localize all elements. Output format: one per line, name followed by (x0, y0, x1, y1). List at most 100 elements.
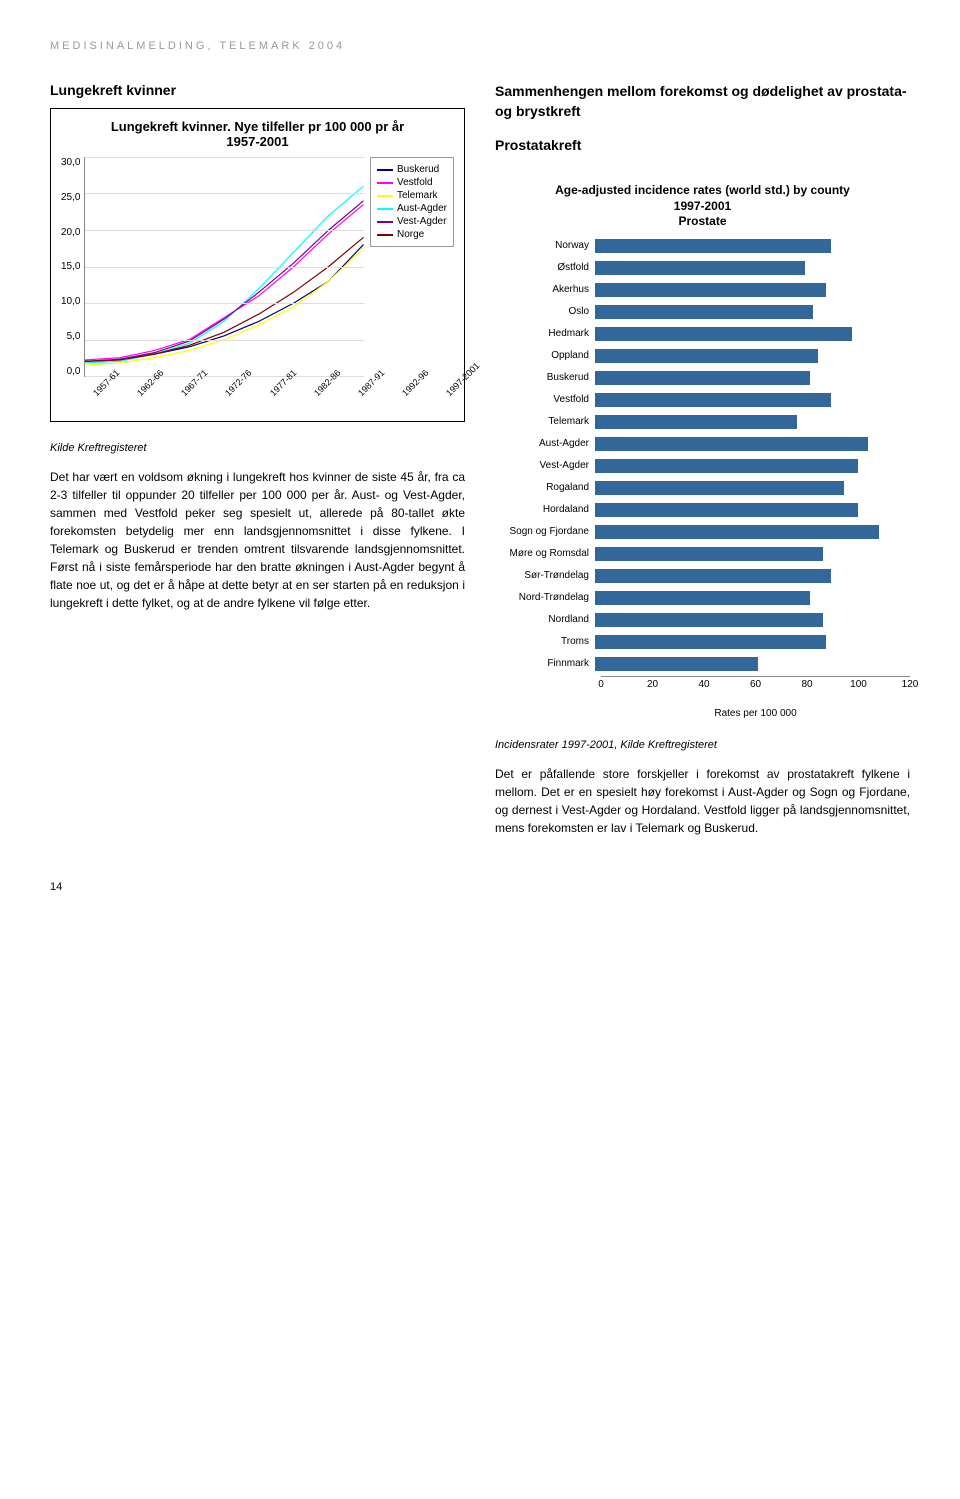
bar-track (595, 393, 910, 407)
bar-label: Vestfold (495, 394, 595, 405)
bar-fill (595, 503, 858, 517)
bar-x-tick: 20 (647, 679, 658, 690)
bar-fill (595, 349, 818, 363)
bar-fill (595, 371, 810, 385)
bar-label: Sogn og Fjordane (495, 526, 595, 537)
bar-fill (595, 635, 826, 649)
bar-chart-x-label: Rates per 100 000 (601, 708, 910, 719)
bar-label: Nordland (495, 614, 595, 625)
bar-row: Vestfold (495, 390, 910, 410)
legend-swatch (377, 169, 393, 171)
line-chart-title-2: 1957-2001 (226, 134, 288, 149)
line-chart-x-axis: 1957-611962-661967-711972-761977-811982-… (91, 379, 454, 407)
bar-label: Oslo (495, 306, 595, 317)
bar-row: Oslo (495, 302, 910, 322)
bar-label: Rogaland (495, 482, 595, 493)
legend-swatch (377, 195, 393, 197)
legend-label: Norge (397, 229, 424, 240)
bar-fill (595, 393, 831, 407)
bar-fill (595, 547, 823, 561)
bar-row: Norway (495, 236, 910, 256)
bar-x-tick: 0 (598, 679, 604, 690)
line-chart-plot-area (84, 157, 364, 377)
left-source: Kilde Kreftregisteret (50, 442, 465, 454)
bar-row: Sør-Trøndelag (495, 566, 910, 586)
series-vestfold (85, 204, 364, 359)
bar-label: Vest-Agder (495, 460, 595, 471)
bar-row: Vest-Agder (495, 456, 910, 476)
bar-chart-title-2: 1997-2001 (674, 199, 731, 213)
bar-row: Sogn og Fjordane (495, 522, 910, 542)
bar-track (595, 547, 910, 561)
y-tick: 30,0 (61, 157, 80, 168)
bar-fill (595, 261, 805, 275)
bar-row: Nord-Trøndelag (495, 588, 910, 608)
bar-track (595, 569, 910, 583)
bar-chart-title-3: Prostate (678, 214, 726, 228)
bar-label: Hordaland (495, 504, 595, 515)
bar-label: Akerhus (495, 284, 595, 295)
bar-row: Oppland (495, 346, 910, 366)
bar-fill (595, 525, 879, 539)
bar-track (595, 635, 910, 649)
bar-row: Aust-Agder (495, 434, 910, 454)
bar-track (595, 437, 910, 451)
bar-fill (595, 591, 810, 605)
legend-item: Vest-Agder (377, 216, 447, 227)
bar-track (595, 327, 910, 341)
bar-label: Buskerud (495, 372, 595, 383)
bar-label: Troms (495, 636, 595, 647)
bar-row: Møre og Romsdal (495, 544, 910, 564)
y-tick: 10,0 (61, 296, 80, 307)
bar-chart-title: Age-adjusted incidence rates (world std.… (495, 183, 910, 230)
bar-label: Oppland (495, 350, 595, 361)
bar-track (595, 657, 910, 671)
line-chart-legend: Buskerud Vestfold Telemark Aust-Agder Vest-A… (370, 157, 454, 247)
legend-swatch (377, 208, 393, 210)
bar-fill (595, 327, 852, 341)
line-chart-box: Lungekreft kvinner. Nye tilfeller pr 100… (50, 108, 465, 422)
bar-row: Finnmark (495, 654, 910, 674)
bar-track (595, 239, 910, 253)
right-section-title: Sammenhengen mellom forekomst og dødelig… (495, 82, 910, 121)
bar-label: Hedmark (495, 328, 595, 339)
bar-fill (595, 613, 823, 627)
line-chart-title: Lungekreft kvinner. Nye tilfeller pr 100… (61, 119, 454, 149)
bar-label: Møre og Romsdal (495, 548, 595, 559)
bar-label: Finnmark (495, 658, 595, 669)
bar-fill (595, 437, 868, 451)
bar-row: Troms (495, 632, 910, 652)
bar-fill (595, 305, 813, 319)
bar-fill (595, 283, 826, 297)
legend-item: Vestfold (377, 177, 447, 188)
bar-row: Hedmark (495, 324, 910, 344)
bar-label: Nord-Trøndelag (495, 592, 595, 603)
bar-track (595, 283, 910, 297)
legend-item: Aust-Agder (377, 203, 447, 214)
bar-x-tick: 80 (801, 679, 812, 690)
bar-row: Østfold (495, 258, 910, 278)
y-tick: 15,0 (61, 261, 80, 272)
bar-track (595, 371, 910, 385)
legend-swatch (377, 221, 393, 223)
bar-x-tick: 120 (902, 679, 919, 690)
bar-track (595, 305, 910, 319)
page-number: 14 (50, 881, 910, 893)
bar-track (595, 459, 910, 473)
bar-row: Hordaland (495, 500, 910, 520)
bar-x-tick: 40 (698, 679, 709, 690)
bar-track (595, 481, 910, 495)
line-chart-y-axis: 30,025,020,015,010,05,00,0 (61, 157, 84, 377)
legend-label: Telemark (397, 190, 438, 201)
bar-chart-area: NorwayØstfold Akerhus Oslo Hedmark Oppland Bu… (495, 236, 910, 674)
bar-fill (595, 239, 831, 253)
left-section-title: Lungekreft kvinner (50, 82, 465, 98)
legend-swatch (377, 182, 393, 184)
bar-row: Buskerud (495, 368, 910, 388)
legend-swatch (377, 234, 393, 236)
legend-label: Aust-Agder (397, 203, 447, 214)
legend-item: Buskerud (377, 164, 447, 175)
bar-track (595, 503, 910, 517)
bar-row: Telemark (495, 412, 910, 432)
right-paragraph: Det er påfallende store forskjeller i fo… (495, 765, 910, 837)
